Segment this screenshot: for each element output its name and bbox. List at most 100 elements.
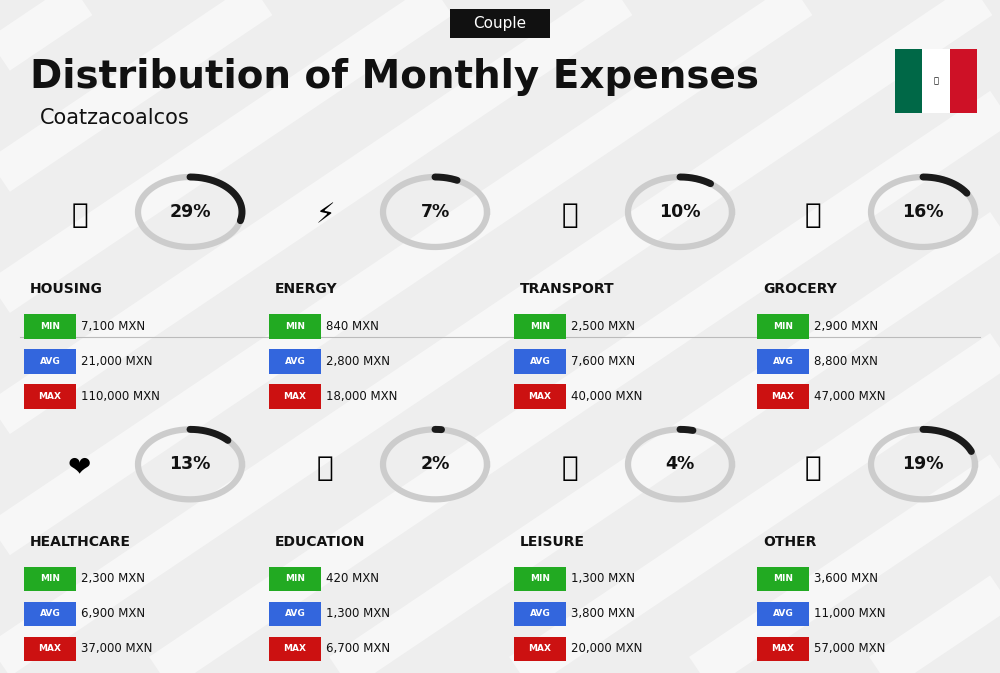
- Text: 47,000 MXN: 47,000 MXN: [814, 390, 886, 403]
- Text: AVG: AVG: [773, 609, 793, 618]
- Text: 7,100 MXN: 7,100 MXN: [81, 320, 145, 333]
- Text: MAX: MAX: [284, 644, 307, 653]
- FancyBboxPatch shape: [24, 349, 76, 374]
- FancyBboxPatch shape: [514, 314, 566, 339]
- FancyBboxPatch shape: [757, 384, 809, 409]
- Text: 6,700 MXN: 6,700 MXN: [326, 642, 390, 656]
- FancyBboxPatch shape: [922, 49, 950, 112]
- Text: 21,000 MXN: 21,000 MXN: [81, 355, 152, 368]
- Text: GROCERY: GROCERY: [763, 283, 837, 296]
- Text: 2,500 MXN: 2,500 MXN: [571, 320, 635, 333]
- FancyBboxPatch shape: [514, 567, 566, 591]
- FancyBboxPatch shape: [514, 349, 566, 374]
- Text: 11,000 MXN: 11,000 MXN: [814, 607, 886, 621]
- Text: ❤️: ❤️: [68, 454, 92, 482]
- Text: MIN: MIN: [40, 322, 60, 331]
- Text: EDUCATION: EDUCATION: [275, 535, 365, 548]
- Text: MAX: MAX: [284, 392, 307, 401]
- Text: 👜: 👜: [805, 454, 821, 482]
- Text: Coatzacoalcos: Coatzacoalcos: [40, 108, 190, 128]
- Text: 10%: 10%: [659, 203, 701, 221]
- Text: 1,300 MXN: 1,300 MXN: [326, 607, 390, 621]
- Text: MIN: MIN: [773, 322, 793, 331]
- Text: 420 MXN: 420 MXN: [326, 572, 379, 586]
- Text: AVG: AVG: [773, 357, 793, 366]
- Text: MIN: MIN: [530, 322, 550, 331]
- FancyBboxPatch shape: [450, 9, 550, 38]
- FancyBboxPatch shape: [514, 602, 566, 626]
- Text: AVG: AVG: [40, 609, 60, 618]
- Text: 4%: 4%: [665, 456, 695, 473]
- Text: 1,300 MXN: 1,300 MXN: [571, 572, 635, 586]
- FancyBboxPatch shape: [269, 314, 321, 339]
- Text: 🚌: 🚌: [562, 201, 578, 229]
- Text: 16%: 16%: [902, 203, 944, 221]
- Text: AVG: AVG: [40, 357, 60, 366]
- Text: 🏢: 🏢: [72, 201, 88, 229]
- Text: 🎓: 🎓: [317, 454, 333, 482]
- FancyBboxPatch shape: [269, 384, 321, 409]
- Text: 🛍️: 🛍️: [562, 454, 578, 482]
- Text: MAX: MAX: [772, 644, 794, 653]
- Text: AVG: AVG: [285, 357, 305, 366]
- Text: 19%: 19%: [902, 456, 944, 473]
- FancyBboxPatch shape: [24, 314, 76, 339]
- Text: HOUSING: HOUSING: [30, 283, 103, 296]
- FancyBboxPatch shape: [514, 637, 566, 661]
- Text: ENERGY: ENERGY: [275, 283, 338, 296]
- Text: 🦅: 🦅: [934, 76, 938, 85]
- Text: 6,900 MXN: 6,900 MXN: [81, 607, 145, 621]
- Text: MIN: MIN: [530, 574, 550, 583]
- FancyBboxPatch shape: [269, 602, 321, 626]
- Text: MIN: MIN: [285, 322, 305, 331]
- Text: MIN: MIN: [773, 574, 793, 583]
- Text: 840 MXN: 840 MXN: [326, 320, 379, 333]
- Text: 2,900 MXN: 2,900 MXN: [814, 320, 878, 333]
- FancyBboxPatch shape: [24, 384, 76, 409]
- FancyBboxPatch shape: [757, 602, 809, 626]
- FancyBboxPatch shape: [950, 49, 977, 112]
- FancyBboxPatch shape: [269, 637, 321, 661]
- FancyBboxPatch shape: [757, 567, 809, 591]
- Text: MAX: MAX: [772, 392, 794, 401]
- Text: MAX: MAX: [528, 644, 552, 653]
- FancyBboxPatch shape: [514, 384, 566, 409]
- Text: 2,300 MXN: 2,300 MXN: [81, 572, 145, 586]
- FancyBboxPatch shape: [757, 637, 809, 661]
- Text: 3,600 MXN: 3,600 MXN: [814, 572, 878, 586]
- Text: OTHER: OTHER: [763, 535, 816, 548]
- Text: HEALTHCARE: HEALTHCARE: [30, 535, 131, 548]
- FancyBboxPatch shape: [757, 349, 809, 374]
- Text: 🛒: 🛒: [805, 201, 821, 229]
- Text: Couple: Couple: [473, 16, 527, 31]
- Text: 37,000 MXN: 37,000 MXN: [81, 642, 152, 656]
- Text: 2%: 2%: [420, 456, 450, 473]
- Text: AVG: AVG: [285, 609, 305, 618]
- Text: 7%: 7%: [420, 203, 450, 221]
- Text: MAX: MAX: [38, 644, 62, 653]
- Text: MAX: MAX: [38, 392, 62, 401]
- Text: MIN: MIN: [285, 574, 305, 583]
- Text: 57,000 MXN: 57,000 MXN: [814, 642, 885, 656]
- Text: 29%: 29%: [169, 203, 211, 221]
- Text: AVG: AVG: [530, 609, 550, 618]
- Text: 18,000 MXN: 18,000 MXN: [326, 390, 397, 403]
- Text: 3,800 MXN: 3,800 MXN: [571, 607, 635, 621]
- Text: ⚡: ⚡: [315, 201, 335, 229]
- Text: 40,000 MXN: 40,000 MXN: [571, 390, 642, 403]
- Text: Distribution of Monthly Expenses: Distribution of Monthly Expenses: [30, 59, 759, 96]
- Text: MAX: MAX: [528, 392, 552, 401]
- FancyBboxPatch shape: [895, 49, 922, 112]
- Text: 8,800 MXN: 8,800 MXN: [814, 355, 878, 368]
- Text: AVG: AVG: [530, 357, 550, 366]
- Text: 110,000 MXN: 110,000 MXN: [81, 390, 160, 403]
- FancyBboxPatch shape: [269, 567, 321, 591]
- Text: 20,000 MXN: 20,000 MXN: [571, 642, 642, 656]
- Text: 13%: 13%: [169, 456, 211, 473]
- FancyBboxPatch shape: [24, 567, 76, 591]
- Text: LEISURE: LEISURE: [520, 535, 585, 548]
- Text: 7,600 MXN: 7,600 MXN: [571, 355, 635, 368]
- Text: TRANSPORT: TRANSPORT: [520, 283, 615, 296]
- Text: 2,800 MXN: 2,800 MXN: [326, 355, 390, 368]
- FancyBboxPatch shape: [269, 349, 321, 374]
